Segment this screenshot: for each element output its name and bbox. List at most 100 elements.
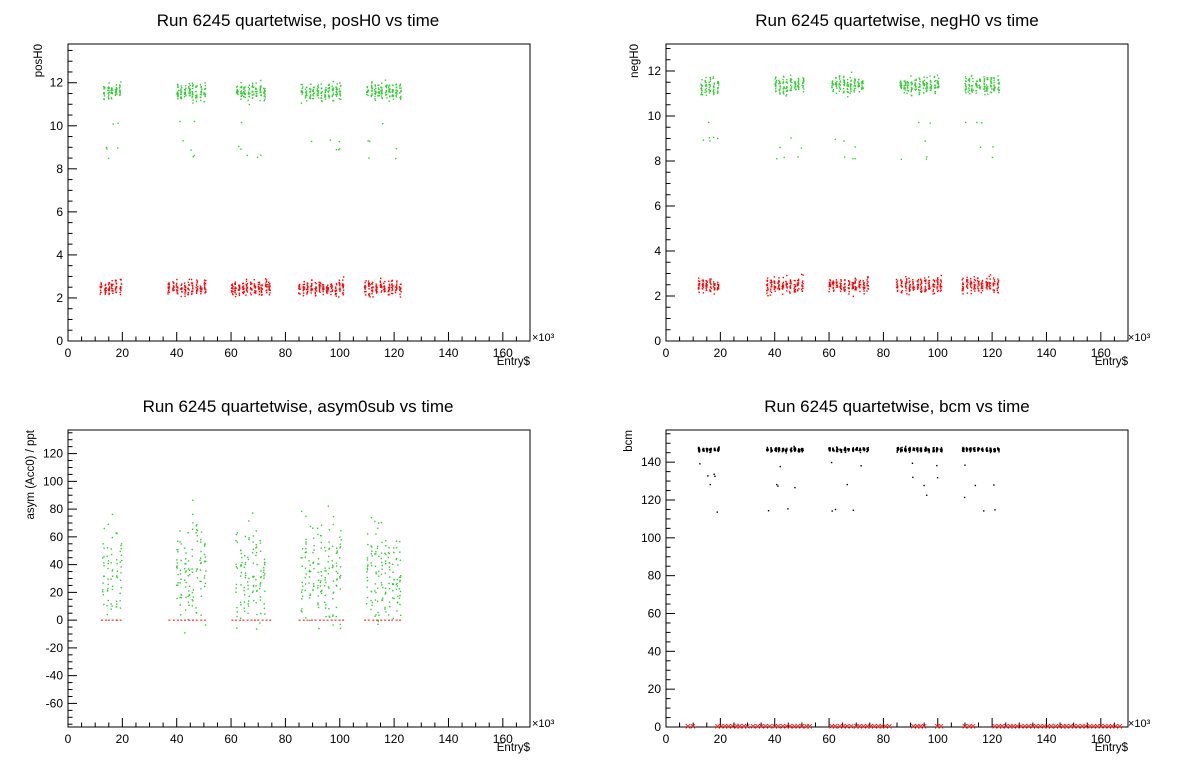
y-tick-label: 60	[50, 530, 64, 544]
data-point	[187, 281, 189, 284]
data-point	[900, 86, 902, 88]
data-point	[301, 611, 303, 613]
data-point: ×	[962, 721, 968, 733]
data-point	[172, 619, 175, 621]
data-point	[203, 545, 206, 547]
data-point	[398, 576, 401, 578]
data-point	[259, 599, 262, 601]
data-point	[975, 83, 977, 85]
data-point	[996, 282, 999, 284]
data-point	[939, 283, 942, 285]
data-point	[391, 289, 393, 292]
data-point	[327, 505, 330, 507]
data-point	[907, 87, 909, 89]
data-point	[104, 619, 107, 621]
data-point: ×	[783, 721, 789, 733]
data-point	[172, 282, 175, 284]
data-point	[709, 90, 712, 93]
data-point	[327, 289, 329, 291]
data-point	[843, 140, 845, 142]
data-point	[111, 279, 113, 282]
data-point	[187, 595, 189, 598]
data-point	[939, 287, 942, 290]
data-point	[195, 85, 197, 87]
x-tick-label: 80	[279, 346, 293, 360]
data-point	[844, 283, 846, 285]
data-point	[108, 86, 110, 88]
y-tick-label: 60	[648, 606, 662, 620]
data-point	[793, 447, 796, 449]
data-point	[332, 80, 335, 83]
data-point	[315, 287, 317, 290]
data-point	[702, 292, 705, 294]
data-point	[392, 89, 395, 91]
data-point	[703, 450, 705, 452]
data-point	[904, 81, 907, 84]
data-point	[342, 276, 345, 278]
data-point	[863, 283, 865, 285]
data-point	[331, 284, 333, 286]
data-point	[838, 78, 841, 80]
data-point	[829, 284, 831, 287]
data-point	[114, 94, 117, 97]
data-point	[986, 88, 989, 90]
data-point	[395, 547, 398, 549]
data-point: ×	[744, 721, 750, 733]
data-point	[785, 95, 787, 97]
data-point	[187, 601, 190, 603]
data-point	[335, 295, 338, 297]
data-point	[378, 570, 380, 573]
data-point	[709, 282, 712, 285]
data-point	[312, 589, 314, 591]
data-point	[981, 283, 984, 285]
data-point: ×	[736, 721, 742, 733]
data-point	[713, 449, 716, 451]
data-point	[775, 86, 777, 88]
data-point	[713, 88, 715, 91]
data-point	[399, 576, 402, 578]
data-point	[906, 92, 908, 95]
data-point	[976, 86, 978, 88]
data-point	[118, 84, 121, 86]
data-point	[366, 596, 369, 599]
chart-title: Run 6245 quartetwise, posH0 vs time	[157, 11, 440, 30]
data-point	[849, 76, 851, 79]
data-point	[181, 86, 183, 89]
data-point	[301, 547, 304, 550]
data-point	[366, 91, 369, 93]
data-point	[842, 76, 845, 79]
data-point	[190, 149, 192, 151]
data-point	[263, 92, 265, 94]
data-point	[191, 286, 194, 288]
y-tick-label: 4	[654, 244, 661, 258]
x-multiplier: ×10³	[1128, 332, 1151, 344]
data-point	[835, 85, 837, 88]
data-point	[184, 295, 186, 297]
data-point	[395, 558, 398, 561]
data-point	[399, 293, 401, 295]
data-point	[265, 290, 267, 292]
data-point	[383, 288, 386, 291]
data-point	[107, 288, 110, 290]
data-point	[900, 450, 902, 452]
data-point	[241, 562, 243, 564]
data-point: ×	[1109, 721, 1115, 733]
data-point	[391, 89, 393, 91]
data-point	[332, 87, 335, 89]
data-point	[175, 584, 178, 587]
data-point	[786, 78, 788, 81]
data-point	[392, 94, 395, 97]
data-point	[367, 282, 370, 284]
data-point	[259, 550, 262, 552]
data-point	[388, 601, 391, 603]
data-point	[962, 282, 964, 284]
data-point	[238, 284, 240, 287]
data-point	[783, 156, 785, 159]
data-point	[189, 88, 191, 90]
data-point	[773, 288, 776, 290]
data-point	[939, 290, 942, 292]
data-point	[861, 88, 863, 91]
data-point	[309, 593, 312, 595]
data-point	[368, 293, 371, 295]
data-point	[322, 286, 324, 289]
